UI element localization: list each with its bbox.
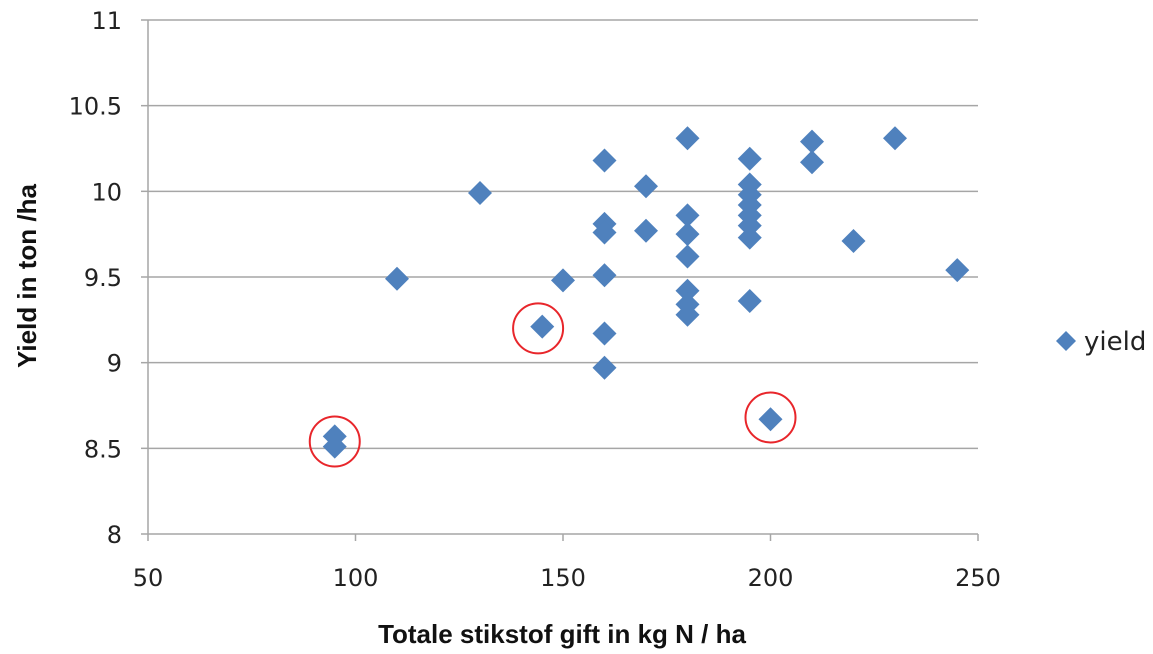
data-point-3 bbox=[468, 181, 492, 206]
data-point-33 bbox=[883, 126, 907, 151]
data-point-20 bbox=[675, 302, 700, 327]
highlight-circle-2 bbox=[744, 391, 797, 444]
data-point-2 bbox=[385, 266, 409, 291]
x-tick-label-3: 200 bbox=[748, 564, 794, 592]
data-point-18 bbox=[675, 278, 700, 303]
axes bbox=[141, 19, 979, 541]
x-axis-title: Totale stikstof gift in kg N / ha bbox=[378, 619, 746, 649]
y-axis-title: Yield in ton /ha bbox=[12, 183, 42, 367]
data-point-16 bbox=[675, 222, 700, 247]
y-tick-label-6: 11 bbox=[91, 7, 122, 35]
x-tick-label-4: 250 bbox=[955, 564, 1001, 592]
legend-label: yield bbox=[1084, 327, 1146, 357]
tick-labels: 8 8.5 9 9.5 10 10.5 11 50 100 150 200 250 bbox=[69, 7, 1001, 592]
x-tick-label-2: 150 bbox=[540, 564, 586, 592]
grid-lines bbox=[148, 19, 978, 535]
legend-marker-diamond-icon bbox=[1056, 331, 1076, 351]
y-tick-label-4: 10 bbox=[91, 178, 122, 206]
data-point-6 bbox=[592, 148, 617, 173]
data-point-31 bbox=[800, 150, 824, 175]
data-point-32 bbox=[841, 229, 866, 254]
data-point-4 bbox=[530, 314, 555, 339]
x-tick-label-1: 100 bbox=[333, 564, 379, 592]
data-point-21 bbox=[737, 146, 762, 171]
data-point-11 bbox=[592, 355, 617, 380]
data-point-12 bbox=[634, 174, 658, 199]
y-tick-label-5: 10.5 bbox=[69, 93, 122, 121]
data-point-27 bbox=[737, 225, 762, 250]
data-point-10 bbox=[592, 321, 617, 346]
y-tick-label-0: 8 bbox=[107, 521, 122, 549]
data-point-1 bbox=[322, 434, 347, 459]
data-point-30 bbox=[800, 129, 824, 154]
y-tick-label-2: 9 bbox=[107, 350, 122, 378]
data-point-34 bbox=[945, 258, 970, 283]
y-tick-label-3: 9.5 bbox=[84, 264, 122, 292]
data-point-13 bbox=[634, 218, 658, 243]
y-tick-label-1: 8.5 bbox=[84, 435, 122, 463]
data-point-9 bbox=[592, 263, 617, 288]
data-point-5 bbox=[551, 268, 575, 293]
data-point-29 bbox=[758, 407, 783, 432]
data-point-17 bbox=[675, 244, 700, 269]
data-point-15 bbox=[675, 203, 700, 228]
x-tick-label-0: 50 bbox=[133, 564, 164, 592]
data-points bbox=[322, 126, 970, 459]
data-point-8 bbox=[592, 220, 617, 245]
highlight-circles bbox=[308, 302, 797, 468]
data-point-28 bbox=[737, 288, 762, 313]
data-point-14 bbox=[675, 126, 700, 151]
legend: yield bbox=[1056, 327, 1146, 357]
highlight-circle-0 bbox=[308, 415, 361, 468]
highlight-circle-1 bbox=[512, 302, 565, 355]
